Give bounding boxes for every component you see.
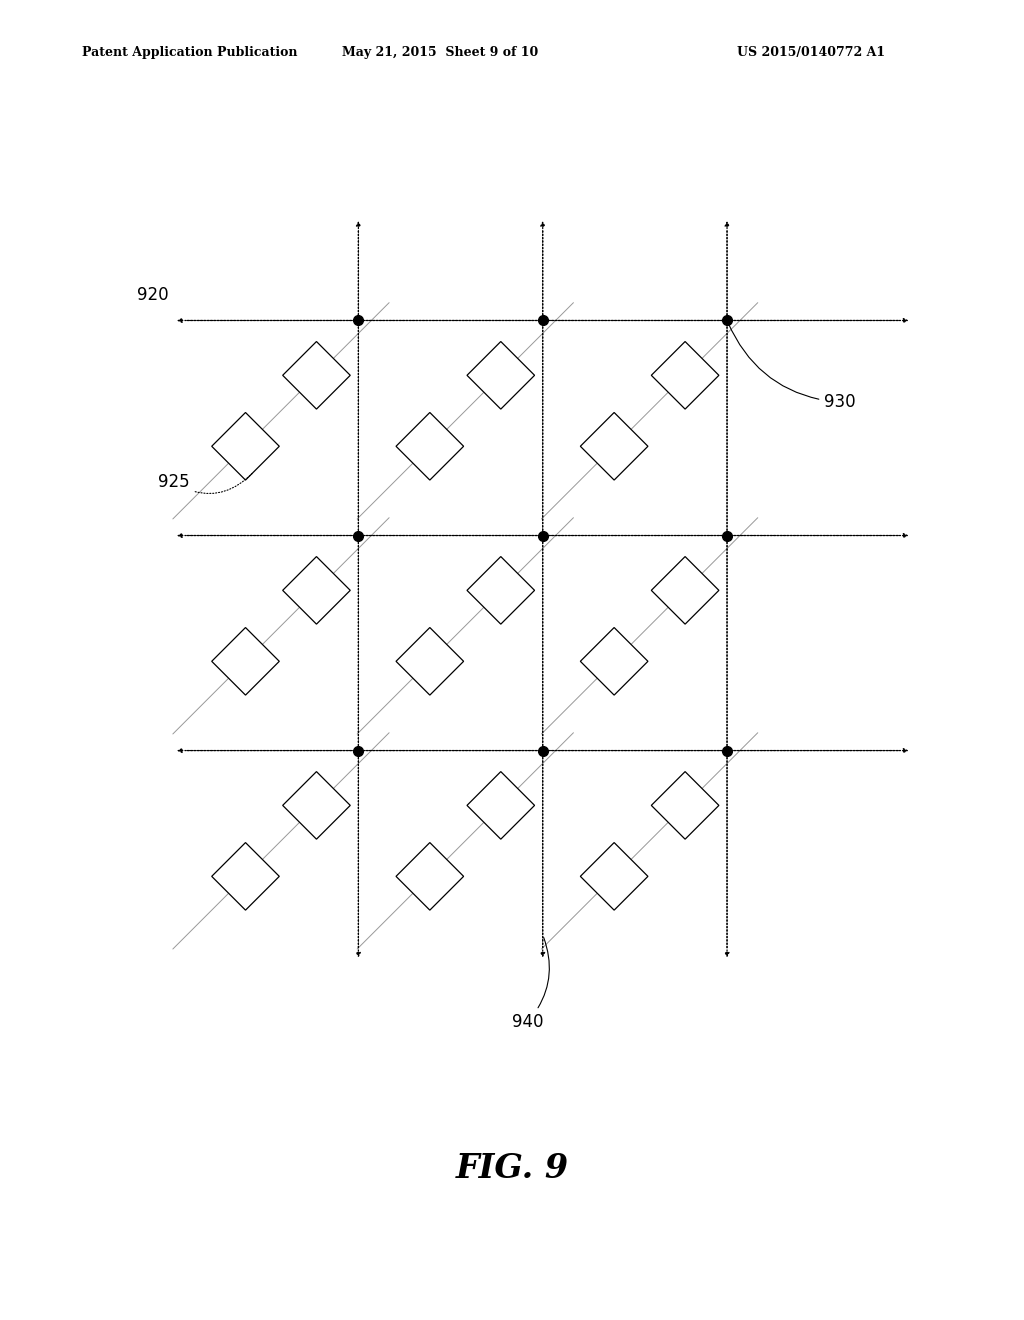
Polygon shape [212, 842, 280, 911]
Polygon shape [396, 842, 464, 911]
Text: 930: 930 [728, 323, 856, 412]
Polygon shape [396, 627, 464, 696]
Polygon shape [581, 412, 648, 480]
Text: 925: 925 [158, 474, 252, 494]
Text: May 21, 2015  Sheet 9 of 10: May 21, 2015 Sheet 9 of 10 [342, 46, 539, 59]
Polygon shape [283, 557, 350, 624]
Polygon shape [212, 627, 280, 696]
Polygon shape [467, 772, 535, 840]
Polygon shape [467, 557, 535, 624]
Polygon shape [283, 342, 350, 409]
Polygon shape [212, 412, 280, 480]
Text: 940: 940 [512, 937, 549, 1031]
Polygon shape [581, 842, 648, 911]
Polygon shape [467, 342, 535, 409]
Polygon shape [581, 627, 648, 696]
Text: Patent Application Publication: Patent Application Publication [82, 46, 297, 59]
Text: FIG. 9: FIG. 9 [456, 1151, 568, 1185]
Polygon shape [651, 557, 719, 624]
Polygon shape [651, 342, 719, 409]
Polygon shape [396, 412, 464, 480]
Polygon shape [651, 772, 719, 840]
Text: US 2015/0140772 A1: US 2015/0140772 A1 [737, 46, 886, 59]
Polygon shape [283, 772, 350, 840]
Text: 920: 920 [137, 286, 169, 304]
